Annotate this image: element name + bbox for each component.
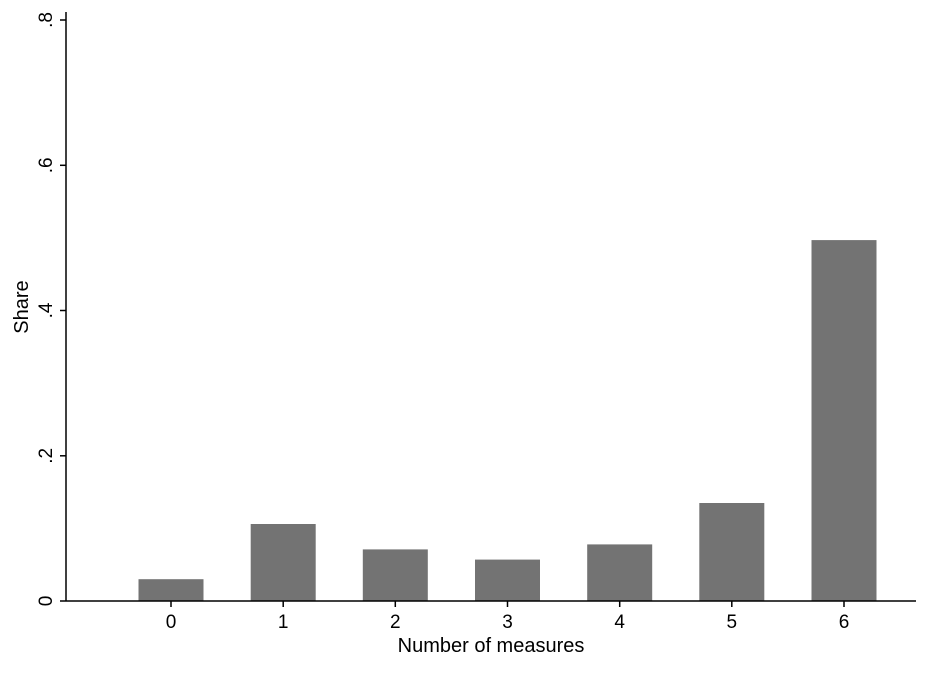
bar-6 xyxy=(811,240,877,601)
bar-2 xyxy=(362,549,428,601)
x-tick-label-6: 6 xyxy=(839,612,850,633)
bar-1 xyxy=(250,524,316,601)
x-ticks-group: 0 1 2 3 4 5 6 xyxy=(166,601,850,633)
y-tick-label-1: .2 xyxy=(36,448,57,464)
bar-3 xyxy=(475,559,540,601)
x-tick-label-2: 2 xyxy=(390,612,401,633)
x-axis-title: Number of measures xyxy=(398,635,585,657)
bars-group xyxy=(138,240,877,601)
x-tick-label-3: 3 xyxy=(502,612,513,633)
x-tick-label-1: 1 xyxy=(278,612,289,633)
bar-0 xyxy=(138,579,204,601)
x-tick-label-4: 4 xyxy=(614,612,625,633)
y-tick-label-0: 0 xyxy=(36,596,57,607)
y-tick-label-3: .6 xyxy=(36,157,57,173)
y-tick-label-4: .8 xyxy=(36,12,57,28)
x-tick-label-5: 5 xyxy=(727,612,738,633)
y-tick-label-2: .4 xyxy=(36,302,57,318)
x-tick-label-0: 0 xyxy=(166,612,177,633)
y-ticks-group: 0 .2 .4 .6 .8 xyxy=(36,12,66,606)
y-axis-title: Share xyxy=(11,280,33,333)
bar-5 xyxy=(699,503,765,601)
bar-4 xyxy=(587,544,653,601)
